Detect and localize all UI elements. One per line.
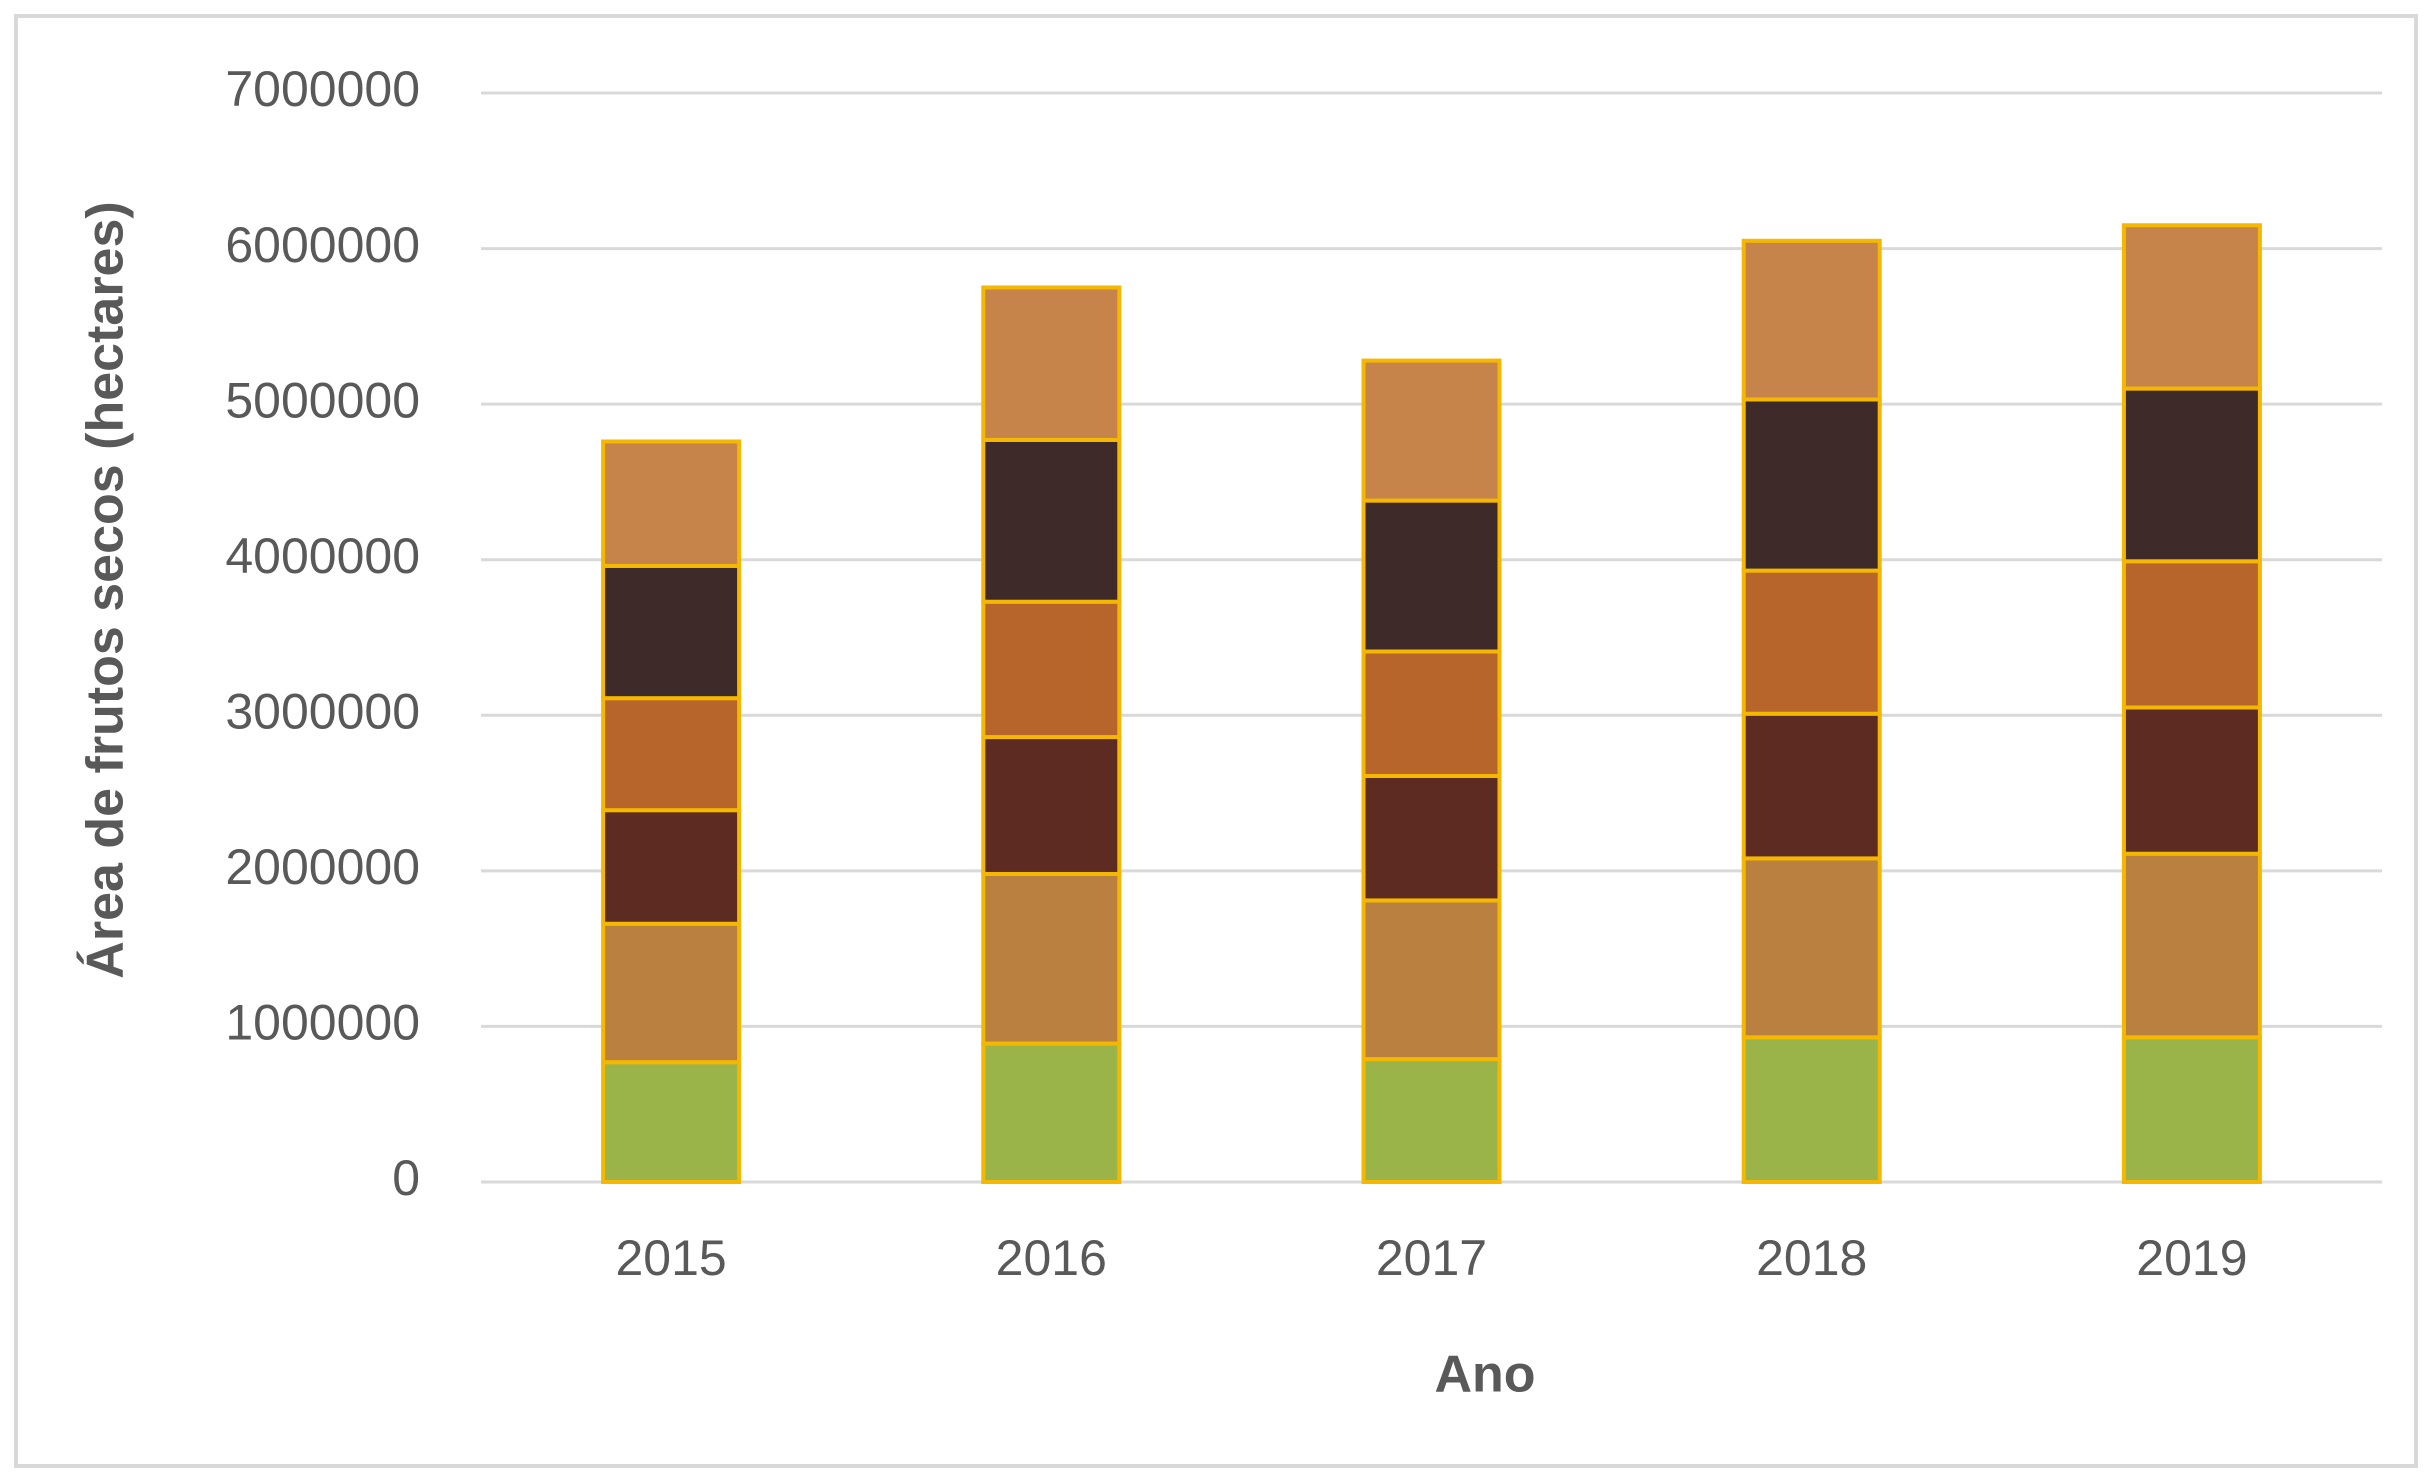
y-tick-label: 6000000 — [225, 217, 420, 273]
bar-segment — [2121, 559, 2262, 710]
bar-segment — [1361, 1057, 1502, 1184]
x-tick-label: 2017 — [1376, 1230, 1487, 1286]
bar-segment — [981, 735, 1122, 876]
bar-segment — [1361, 358, 1502, 503]
bar-segment — [981, 437, 1122, 604]
bar-segment — [1741, 238, 1882, 402]
bar-segment — [2121, 851, 2262, 1040]
x-tick-label: 2018 — [1756, 1230, 1867, 1286]
y-tick-label: 5000000 — [225, 372, 420, 428]
bar-segment — [601, 696, 742, 813]
x-tick-label: 2015 — [615, 1230, 726, 1286]
bar-segment — [1741, 1035, 1882, 1185]
bar-segment — [601, 563, 742, 701]
bar-segment — [1361, 498, 1502, 654]
bar-segment — [1741, 856, 1882, 1040]
x-tick-label: 2016 — [996, 1230, 1107, 1286]
bar-segment — [1361, 773, 1502, 903]
y-tick-label: 7000000 — [225, 61, 420, 117]
bar-segment — [2121, 223, 2262, 391]
bar-segment — [2121, 705, 2262, 856]
bar-segment — [981, 285, 1122, 442]
bar-segment — [601, 439, 742, 568]
y-tick-label: 0 — [392, 1150, 420, 1206]
y-tick-label: 2000000 — [225, 839, 420, 895]
bar-segment — [1361, 898, 1502, 1062]
y-axis-title: Área de frutos secos (hectares) — [77, 201, 135, 978]
chart-frame — [14, 14, 2418, 1468]
bar-segment — [981, 599, 1122, 740]
bar-segment — [1741, 711, 1882, 861]
y-tick-label: 3000000 — [225, 683, 420, 739]
bar-segment — [1741, 397, 1882, 573]
bar-segment — [2121, 386, 2262, 564]
bar-segment — [2121, 1035, 2262, 1185]
y-tick-label: 1000000 — [225, 995, 420, 1051]
bar-segment — [1741, 568, 1882, 716]
y-tick-label: 4000000 — [225, 528, 420, 584]
bar-segment — [601, 1060, 742, 1184]
bar-segment — [1361, 649, 1502, 778]
bar-segment — [601, 921, 742, 1065]
bar-segment — [981, 1041, 1122, 1184]
x-tick-label: 2019 — [2136, 1230, 2247, 1286]
bar-segment — [601, 808, 742, 926]
bar-segment — [981, 871, 1122, 1046]
x-axis-title: Ano — [1434, 1346, 1535, 1404]
